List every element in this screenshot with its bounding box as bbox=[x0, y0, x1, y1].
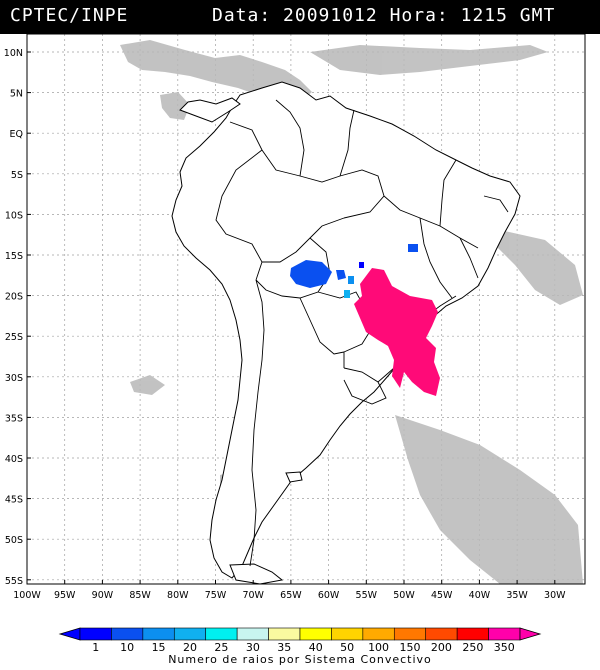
colorbar-tick-label: 25 bbox=[214, 641, 228, 654]
cloud-atlantic-east bbox=[498, 230, 583, 305]
lightning-cluster-magenta bbox=[354, 268, 440, 396]
map-frame bbox=[26, 33, 586, 585]
lat-label: 35S bbox=[5, 413, 23, 424]
cloud-north-caribbean bbox=[120, 40, 312, 102]
colorbar-right-arrow bbox=[519, 627, 542, 641]
lat-label: EQ bbox=[10, 129, 23, 140]
colorbar-tick-labels: 1 10 15 20 25 30 35 40 50 100 150 200 250 350 bbox=[92, 641, 515, 654]
lat-label: 55S bbox=[5, 576, 23, 587]
lon-label: 70W bbox=[242, 590, 264, 601]
lat-label: 45S bbox=[5, 495, 23, 506]
colorbar-tick-label: 15 bbox=[152, 641, 166, 654]
lon-label: 65W bbox=[280, 590, 302, 601]
colorbar-caption: Numero de raios por Sistema Convectivo bbox=[168, 653, 432, 666]
colorbar-swatch bbox=[393, 627, 427, 641]
blue-cluster-center bbox=[359, 262, 364, 268]
colorbar-swatch bbox=[79, 627, 112, 641]
longitude-labels: 100W 95W 90W 85W 80W 75W 70W 65W 60W 55W 50W 45W 40W… bbox=[13, 580, 566, 601]
colorbar-tick-label: 50 bbox=[340, 641, 354, 654]
colorbar-swatch bbox=[425, 627, 458, 641]
lat-label: 20S bbox=[5, 292, 23, 303]
colorbar-swatch bbox=[142, 627, 175, 641]
colorbar-tick-label: 100 bbox=[368, 641, 389, 654]
lightning-clusters-blue bbox=[290, 244, 418, 298]
cloud-cover-layer bbox=[120, 40, 583, 584]
colorbar-swatch bbox=[236, 627, 269, 641]
colorbar-swatch bbox=[488, 627, 521, 641]
lon-label: 85W bbox=[129, 590, 151, 601]
lon-label: 90W bbox=[92, 590, 114, 601]
time-value: 1215 GMT bbox=[460, 5, 556, 26]
colorbar-tick-label: 20 bbox=[183, 641, 197, 654]
cloud-patagonia-atlantic bbox=[395, 415, 583, 584]
lon-label: 80W bbox=[167, 590, 189, 601]
central-america-outline bbox=[179, 97, 241, 123]
colorbar-tick-label: 1 bbox=[92, 641, 99, 654]
title-bar: CPTEC/INPE Data: 20091012 Hora: 1215 GMT bbox=[0, 0, 600, 34]
cloud-pacific bbox=[130, 375, 165, 395]
blue-cluster-small-1 bbox=[336, 270, 346, 280]
colorbar-tick-label: 35 bbox=[277, 641, 291, 654]
blue-cluster-goias bbox=[408, 244, 418, 252]
colorbar-tick-label: 350 bbox=[494, 641, 515, 654]
lon-label: 45W bbox=[431, 590, 453, 601]
colorbar-left-arrow bbox=[58, 627, 81, 641]
colorbar-swatch bbox=[173, 627, 207, 641]
lat-label: 5S bbox=[11, 170, 23, 181]
lat-label: 25S bbox=[5, 332, 23, 343]
colorbar-swatch bbox=[331, 627, 364, 641]
blue-cluster-south bbox=[344, 290, 350, 298]
colorbar-swatch bbox=[362, 627, 395, 641]
colorbar-tick-label: 200 bbox=[431, 641, 452, 654]
lon-label: 35W bbox=[506, 590, 528, 601]
lat-label: 50S bbox=[5, 535, 23, 546]
continent-outline bbox=[171, 81, 521, 584]
lon-label: 100W bbox=[13, 590, 41, 601]
colorbar-tick-label: 10 bbox=[120, 641, 134, 654]
colorbar-swatch bbox=[456, 627, 489, 641]
cloud-central-america bbox=[160, 92, 190, 120]
south-america-outline bbox=[171, 81, 521, 579]
lon-label: 30W bbox=[544, 590, 566, 601]
colorbar-swatch bbox=[268, 627, 301, 641]
time-label: Hora: bbox=[389, 5, 449, 26]
cloud-northeast-atlantic bbox=[310, 45, 548, 75]
latitude-labels: 10N 5N EQ 5S 10S 15S 20S 25S 30S 35S 40S 45S 50S 55S bbox=[4, 48, 31, 587]
colorbar-tick-label: 150 bbox=[400, 641, 421, 654]
lon-label: 55W bbox=[356, 590, 378, 601]
lon-label: 50W bbox=[393, 590, 415, 601]
lat-label: 40S bbox=[5, 454, 23, 465]
colorbar-swatch bbox=[111, 627, 144, 641]
lon-label: 75W bbox=[205, 590, 227, 601]
source-label: CPTEC/INPE bbox=[10, 5, 129, 26]
magenta-convective-system bbox=[354, 268, 440, 396]
blue-cluster-bolivia bbox=[290, 260, 332, 288]
date-label: Data: bbox=[212, 5, 272, 26]
falklands-outline bbox=[285, 471, 303, 483]
colorbar-swatch bbox=[299, 627, 332, 641]
colorbar bbox=[58, 627, 542, 641]
tierra-del-fuego-outline bbox=[229, 563, 284, 584]
lat-label: 30S bbox=[5, 373, 23, 384]
datetime-label: Data: 20091012 Hora: 1215 GMT bbox=[212, 5, 555, 26]
colorbar-tick-label: 30 bbox=[246, 641, 260, 654]
colorbar-tick-label: 250 bbox=[462, 641, 483, 654]
date-value: 20091012 bbox=[283, 5, 378, 26]
blue-cluster-small-2 bbox=[348, 276, 354, 284]
lon-label: 60W bbox=[318, 590, 340, 601]
lat-label: 5N bbox=[10, 89, 23, 100]
colorbar-swatch bbox=[205, 627, 238, 641]
lon-label: 95W bbox=[54, 590, 76, 601]
lat-label: 15S bbox=[5, 251, 23, 262]
lon-label: 40W bbox=[469, 590, 491, 601]
colorbar-tick-label: 40 bbox=[309, 641, 323, 654]
lat-label: 10N bbox=[4, 48, 23, 59]
lat-label: 10S bbox=[5, 210, 23, 221]
